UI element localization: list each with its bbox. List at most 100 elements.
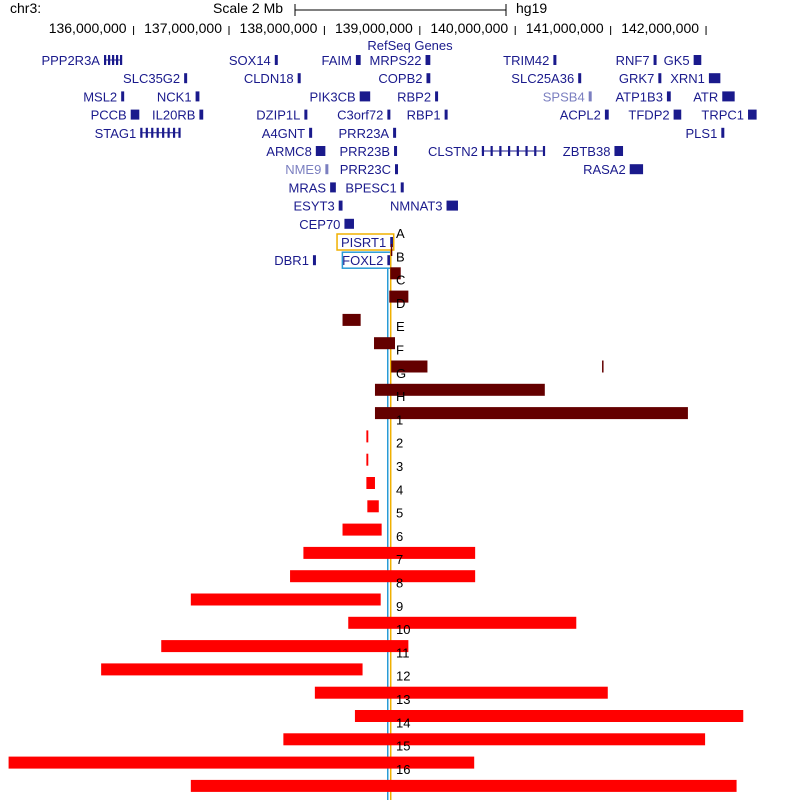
variant-row: 11 [101, 645, 410, 676]
variant-label: C [396, 273, 405, 288]
gene-label: RNF7 [616, 53, 650, 68]
gene-block [426, 73, 431, 84]
gene-trpc1: TRPC1 [701, 108, 757, 123]
variant-row: B [390, 249, 405, 280]
gene-label: PPP2R3A [41, 53, 100, 68]
gene-faim: FAIM [322, 53, 361, 68]
scale-label: Scale 2 Mb [213, 0, 283, 16]
gene-rbp2: RBP2 [397, 89, 439, 104]
gene-label: DZIP1L [256, 108, 300, 123]
gene-block [390, 237, 394, 247]
gene-rnf7: RNF7 [616, 53, 657, 68]
variant-bar [374, 407, 688, 420]
variant-row: 5 [342, 506, 403, 536]
chrom-label: chr3: [10, 0, 41, 16]
variant-bar [390, 267, 401, 280]
gene-bpesc1: BPESC1 [345, 180, 404, 195]
gene-block [393, 127, 397, 138]
track-title: RefSeq Genes [367, 38, 453, 53]
variant-bar [366, 430, 369, 443]
gene-block [673, 109, 682, 120]
gene-spsb4: SPSB4 [543, 89, 592, 104]
gene-esyt3: ESYT3 [294, 199, 343, 214]
gene-cldn18: CLDN18 [244, 71, 301, 86]
variant-row: G [374, 366, 545, 396]
gene-nme9: NME9 [285, 162, 329, 177]
variant-bar [390, 244, 393, 256]
gene-block [444, 109, 448, 120]
variant-bar [374, 337, 396, 350]
gene-pik3cb: PIK3CB [309, 89, 371, 104]
gene-exon [507, 146, 511, 156]
variant-label: 3 [396, 459, 403, 474]
variant-bar [303, 546, 476, 559]
position-ruler: 136,000,000 137,000,000 138,000,000 139,000… [49, 20, 707, 36]
gene-block [708, 73, 721, 84]
gene-block [394, 146, 398, 156]
variant-row: 14 [283, 715, 706, 746]
gene-clstn2: CLSTN2 [428, 144, 546, 159]
gene-label: BPESC1 [345, 180, 396, 195]
gene-block [304, 109, 308, 120]
variant-label: 8 [396, 576, 403, 591]
gene-exon [534, 146, 537, 156]
gene-dzip1l: DZIP1L [256, 108, 308, 123]
variant-bar [391, 360, 428, 373]
gene-block [588, 91, 592, 102]
gene-exon [145, 127, 148, 138]
gene-block [199, 109, 204, 120]
ruler-tick-label: 136,000,000 [49, 20, 127, 36]
gene-block [425, 55, 431, 65]
gene-block [553, 55, 557, 65]
ruler-tick-label: 140,000,000 [430, 20, 508, 36]
gene-block [400, 182, 404, 193]
variant-bar [342, 523, 382, 536]
gene-nmnat3: NMNAT3 [390, 199, 458, 214]
gene-block [721, 127, 725, 138]
ruler-tick-label: 138,000,000 [240, 20, 318, 36]
gene-pisrt1: PISRT1 [341, 235, 394, 250]
gene-exon [107, 55, 111, 65]
gene-exon [140, 127, 143, 138]
gene-exon [178, 127, 181, 138]
gene-block [130, 109, 140, 120]
gene-block [355, 55, 361, 65]
gene-block [446, 200, 458, 211]
gene-label: PLS1 [686, 126, 718, 141]
gene-label: NCK1 [157, 89, 192, 104]
gene-prr23a: PRR23A [339, 126, 397, 141]
gene-label: SPSB4 [543, 89, 585, 104]
gene-block [387, 255, 391, 266]
variant-row: 9 [348, 599, 577, 629]
gene-dbr1: DBR1 [274, 253, 316, 268]
gene-block [309, 127, 313, 138]
gene-block [614, 146, 624, 156]
variant-label: 5 [396, 506, 403, 521]
gene-slc25a36: SLC25A36 [511, 71, 582, 86]
gene-cep70: CEP70 [299, 217, 354, 232]
gene-acpl2: ACPL2 [560, 108, 609, 123]
gene-exon [481, 146, 485, 156]
gene-tfdp2: TFDP2 [628, 108, 682, 123]
gene-block [693, 55, 702, 65]
gene-block [359, 91, 371, 102]
gene-exon [525, 146, 528, 156]
gene-label: TRIM42 [503, 53, 549, 68]
variant-row: 10 [161, 622, 410, 653]
gene-label: FAIM [322, 53, 352, 68]
variant-bar [283, 733, 706, 746]
gene-block [184, 73, 188, 84]
gene-label: CLDN18 [244, 71, 294, 86]
variant-row: E [374, 319, 405, 350]
gene-exon [516, 146, 519, 156]
variant-row: 3 [366, 459, 403, 489]
assembly-label: hg19 [516, 0, 547, 16]
ruler-tick-label: 142,000,000 [621, 20, 699, 36]
variant-bar [602, 360, 604, 373]
variant-row: 2 [366, 436, 403, 466]
gene-block [312, 255, 316, 266]
gene-copb2: COPB2 [378, 71, 431, 86]
variant-label: E [396, 319, 405, 334]
scale-bar [294, 4, 507, 16]
